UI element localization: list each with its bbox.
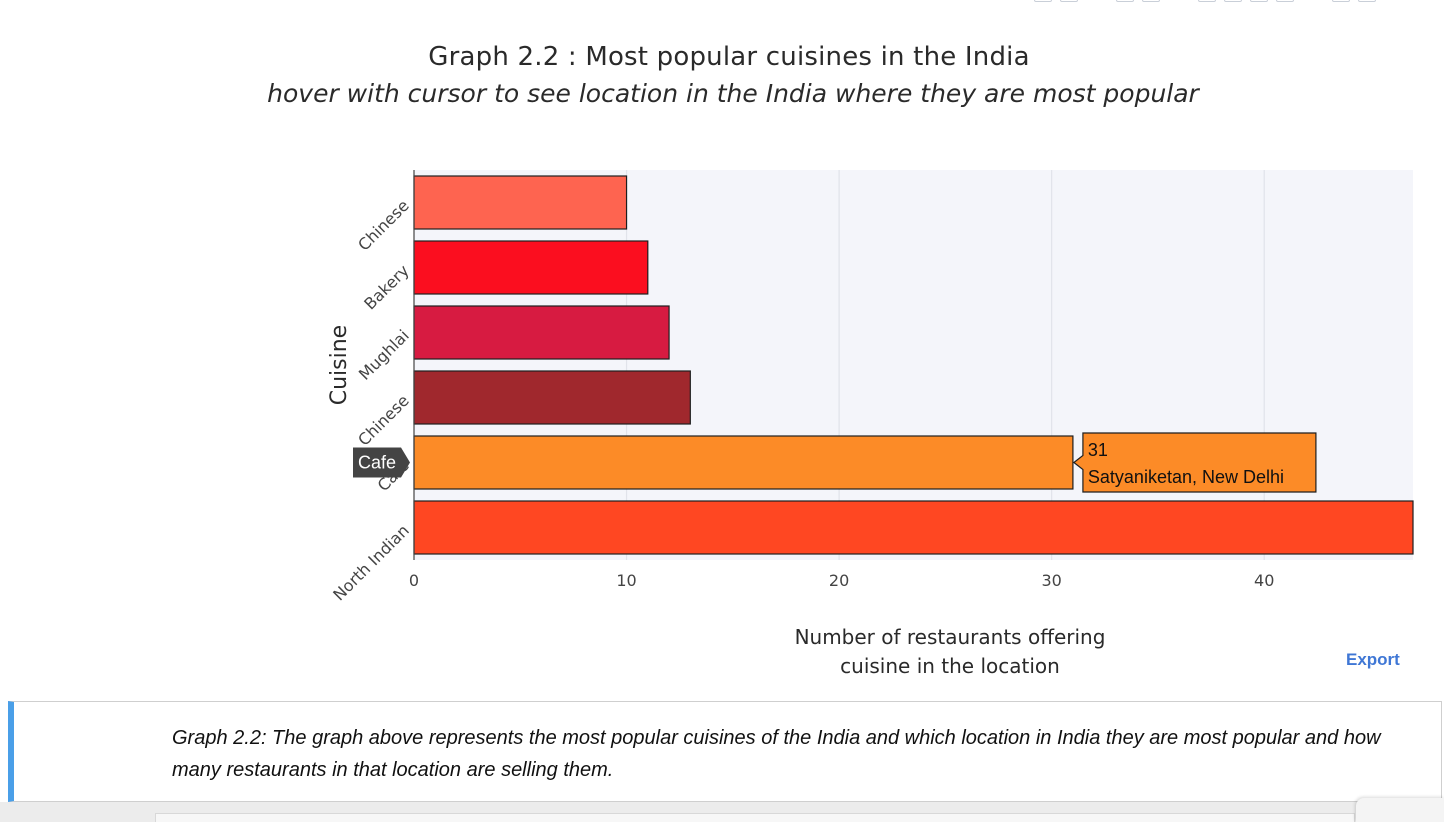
hover-compare-icon[interactable] bbox=[1358, 0, 1376, 2]
corner-widget[interactable] bbox=[1356, 798, 1444, 822]
chart-subtitle: hover with cursor to see location in the… bbox=[267, 79, 1199, 108]
zoom-out-icon[interactable] bbox=[1224, 0, 1242, 2]
bar[interactable] bbox=[413, 370, 691, 425]
x-tick-label: 30 bbox=[1041, 571, 1061, 590]
y-axis-title: Cuisine bbox=[327, 325, 352, 405]
pan-icon[interactable] bbox=[1142, 0, 1160, 2]
edit-icon[interactable] bbox=[1060, 0, 1078, 2]
hover-location-label: Satyaniketan, New Delhi bbox=[1088, 467, 1284, 487]
zoom-icon[interactable] bbox=[1116, 0, 1134, 2]
caption-text: Graph 2.2: The graph above represents th… bbox=[172, 727, 1381, 781]
bar[interactable] bbox=[413, 175, 628, 230]
caption-box: Graph 2.2: The graph above represents th… bbox=[8, 701, 1442, 802]
bottom-scroll-bar[interactable] bbox=[155, 813, 1355, 822]
y-tick-label: North Indian bbox=[329, 521, 413, 605]
x-tick-label: 0 bbox=[409, 571, 419, 590]
reset-axes-icon[interactable] bbox=[1276, 0, 1294, 2]
chart-title: Graph 2.2 : Most popular cuisines in the… bbox=[428, 42, 1030, 72]
y-tick-label: Bakery bbox=[360, 261, 413, 314]
bar-chart: Chinese Bakery Mughlai Chinese Cafe North Ind… bbox=[327, 170, 1414, 678]
bar[interactable] bbox=[413, 500, 1414, 555]
bar[interactable] bbox=[413, 240, 649, 295]
zoom-in-icon[interactable] bbox=[1198, 0, 1216, 2]
plot-background bbox=[414, 170, 1413, 560]
export-link[interactable]: Export bbox=[1346, 650, 1400, 669]
bar[interactable] bbox=[413, 435, 1074, 490]
x-axis-title: Number of restaurants offering bbox=[795, 625, 1106, 649]
chart-modebar bbox=[1034, 0, 1394, 4]
y-tick-label: Chinese bbox=[354, 391, 413, 450]
y-tick-label: Mughlai bbox=[355, 326, 413, 384]
x-tick-label: 20 bbox=[829, 571, 849, 590]
category-hover-label bbox=[353, 447, 410, 478]
spike-lines-icon[interactable] bbox=[1332, 0, 1350, 2]
bar[interactable] bbox=[413, 305, 670, 360]
hover-tooltip bbox=[1072, 432, 1317, 493]
x-tick-label: 40 bbox=[1254, 571, 1274, 590]
camera-icon[interactable] bbox=[1034, 0, 1052, 2]
x-tick-label: 10 bbox=[616, 571, 636, 590]
x-axis-title: cuisine in the location bbox=[840, 654, 1060, 678]
category-hover-text: Cafe bbox=[358, 453, 396, 473]
y-tick-label: Chinese bbox=[354, 196, 413, 255]
autoscale-icon[interactable] bbox=[1250, 0, 1268, 2]
hover-value-label: 31 bbox=[1088, 440, 1108, 460]
